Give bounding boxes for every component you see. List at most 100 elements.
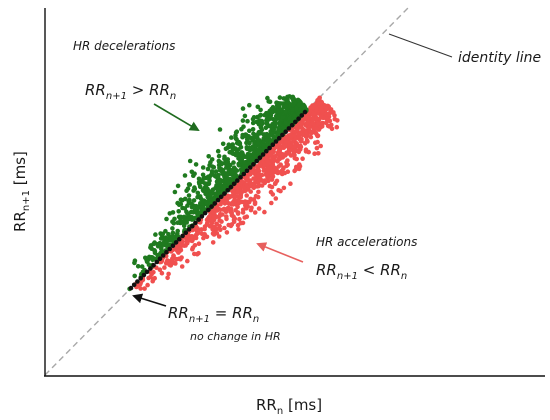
deceleration-point: [215, 148, 221, 154]
deceleration-point: [186, 216, 192, 222]
deceleration-point: [205, 166, 211, 172]
deceleration-point: [155, 242, 160, 247]
deceleration-point: [258, 107, 263, 113]
y-axis-label: RRn+1 [ms]: [11, 151, 32, 232]
acceleration-point: [318, 107, 324, 113]
deceleration-point: [161, 236, 166, 242]
no-change-point: [135, 279, 140, 284]
acceleration-point: [314, 145, 320, 151]
deceleration-point: [197, 180, 202, 186]
deceleration-point: [216, 186, 221, 192]
acceleration-point: [318, 124, 324, 130]
deceleration-point: [182, 196, 188, 202]
acceleration-point: [166, 271, 171, 277]
acceleration-point: [210, 218, 215, 223]
no-change-point: [189, 223, 195, 229]
deceleration-point: [224, 162, 229, 168]
deceleration-point: [200, 187, 206, 193]
no-change-point: [206, 207, 211, 213]
deceleration-point: [235, 152, 241, 157]
acceleration-point: [276, 164, 282, 169]
no-change-point: [257, 155, 263, 160]
deceleration-point: [198, 196, 204, 202]
acceleration-point: [171, 260, 177, 266]
deceleration-point: [160, 231, 166, 237]
deceleration-point: [216, 153, 222, 159]
decelerations-formula: RRn+1 > RRn: [85, 81, 176, 102]
acceleration-point: [233, 208, 238, 213]
deceleration-point: [255, 137, 261, 143]
acceleration-point: [232, 216, 238, 221]
no-change-point: [247, 165, 253, 170]
acceleration-point: [196, 250, 201, 256]
acceleration-point: [238, 194, 243, 200]
deceleration-point: [251, 153, 257, 159]
acceleration-point: [311, 111, 317, 116]
acceleration-point: [310, 129, 315, 134]
deceleration-point: [247, 145, 252, 150]
acceleration-point: [196, 241, 202, 246]
deceleration-point: [176, 202, 182, 207]
deceleration-point: [175, 183, 181, 189]
acceleration-point: [285, 158, 290, 163]
identity-line-leader: [388, 33, 453, 58]
acceleration-point: [245, 203, 250, 209]
acceleration-point: [205, 216, 211, 221]
deceleration-point: [210, 164, 215, 169]
no-change-point: [244, 168, 250, 174]
no-change-arrow: [132, 293, 167, 307]
acceleration-point: [268, 189, 274, 195]
acceleration-point: [316, 151, 321, 156]
acceleration-point: [312, 102, 318, 108]
acceleration-point: [262, 162, 268, 167]
deceleration-point: [178, 197, 184, 202]
no-change-point: [222, 191, 227, 196]
deceleration-point: [194, 205, 199, 210]
acceleration-point: [256, 206, 262, 211]
acceleration-point: [182, 243, 187, 248]
acceleration-point: [276, 187, 281, 193]
acceleration-point: [167, 262, 172, 268]
deceleration-point: [267, 123, 272, 129]
deceleration-point: [170, 234, 176, 239]
accelerations-formula: RRn+1 < RRn: [316, 261, 407, 282]
deceleration-point: [262, 132, 267, 138]
acceleration-point: [151, 276, 157, 282]
deceleration-point: [247, 102, 252, 108]
no-change-point: [241, 171, 247, 177]
deceleration-point: [206, 154, 211, 159]
no-change-point: [164, 249, 169, 255]
deceleration-point: [175, 228, 180, 234]
acceleration-point: [252, 176, 258, 182]
acceleration-point: [291, 148, 297, 153]
no-change-point: [264, 148, 269, 154]
acceleration-point: [268, 153, 274, 158]
acceleration-point: [318, 143, 324, 149]
acceleration-point: [270, 174, 276, 179]
no-change-series: [128, 109, 308, 291]
deceleration-point: [283, 103, 289, 109]
decelerations-arrow: [153, 103, 200, 132]
deceleration-point: [242, 133, 248, 139]
deceleration-point: [199, 201, 204, 206]
deceleration-point: [197, 184, 203, 190]
deceleration-point: [241, 124, 246, 129]
acceleration-point: [202, 226, 207, 232]
deceleration-point: [276, 120, 282, 126]
deceleration-point: [292, 113, 297, 118]
acceleration-point: [174, 256, 179, 262]
deceleration-point: [244, 164, 249, 169]
deceleration-point: [153, 232, 158, 237]
no-change-point: [267, 145, 272, 151]
acceleration-point: [298, 125, 304, 130]
acceleration-point: [266, 178, 271, 184]
deceleration-point: [250, 127, 256, 132]
deceleration-point: [209, 169, 215, 174]
acceleration-point: [179, 264, 185, 269]
acceleration-point: [308, 105, 313, 110]
acceleration-point: [249, 197, 254, 202]
acceleration-point: [324, 116, 329, 122]
acceleration-point: [262, 209, 267, 215]
deceleration-point: [232, 166, 238, 172]
